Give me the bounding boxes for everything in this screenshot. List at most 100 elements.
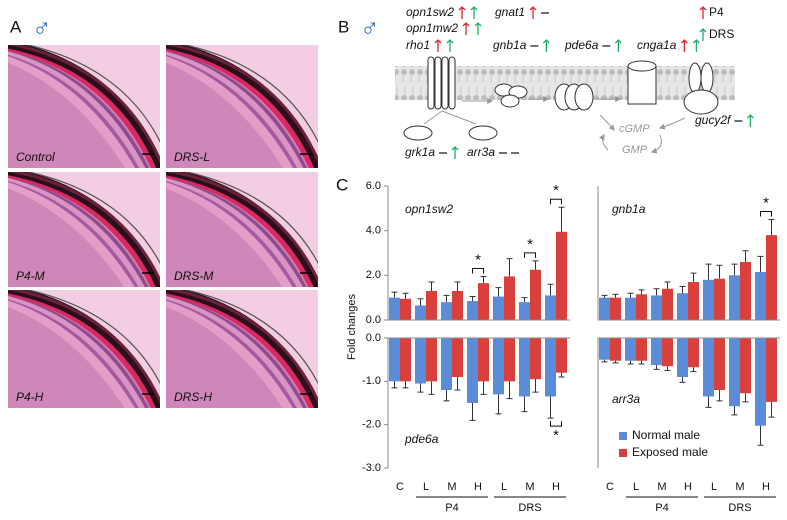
- bar: [703, 338, 714, 397]
- bar: [530, 269, 541, 320]
- panel-label: B: [338, 17, 349, 36]
- x-tick-label: C: [396, 481, 404, 493]
- y-tick-label: 0.0: [366, 332, 381, 344]
- error-bar: [428, 281, 435, 291]
- bar: [545, 338, 556, 397]
- image-content: [8, 45, 160, 168]
- bar: [625, 297, 636, 320]
- bar: [478, 338, 489, 382]
- retina-layer: [166, 45, 318, 165]
- retina-layer: [8, 172, 149, 287]
- bar: [729, 275, 740, 320]
- error-bar: [653, 288, 660, 296]
- x-tick-label: H: [684, 481, 692, 493]
- error-bar: [521, 297, 528, 303]
- retina-layer: [8, 172, 160, 285]
- gene-label: grk1a: [405, 145, 435, 159]
- bar: [651, 338, 662, 366]
- legend-label: P4: [709, 5, 724, 19]
- bar: [493, 296, 504, 320]
- bar: [755, 271, 766, 320]
- retina-layer: [166, 173, 299, 287]
- y-tick-label: 2.0: [366, 269, 381, 281]
- drs-arrow: [614, 39, 622, 52]
- drs-arrow: [542, 39, 550, 52]
- legend-arrow: [699, 6, 707, 19]
- chart-title: arr3a: [612, 392, 640, 406]
- gene-label: pde6a: [564, 38, 599, 52]
- arrow-shape: [451, 146, 459, 159]
- x-tick-label: M: [447, 481, 456, 493]
- retina-layer: [8, 45, 160, 165]
- error-bar: [402, 292, 409, 299]
- bar: [740, 338, 751, 394]
- bar: [662, 338, 673, 367]
- error-bar: [664, 281, 671, 289]
- tissue-edge: [25, 290, 160, 385]
- error-bar: [443, 294, 450, 303]
- retina-layer: [8, 47, 142, 168]
- image-content: [166, 45, 318, 168]
- bar: [452, 338, 463, 377]
- error-bar: [664, 366, 671, 371]
- error-bar: [495, 394, 502, 415]
- male-symbol: ♂: [32, 13, 52, 43]
- error-bar: [638, 289, 645, 295]
- gene-label: arr3a: [467, 145, 495, 159]
- drs-arrow: [470, 6, 478, 19]
- p4-arrow: [680, 39, 688, 52]
- x-tick-label: M: [657, 481, 666, 493]
- image-label: DRS-L: [174, 150, 210, 164]
- histology-image: P4-M: [8, 172, 160, 287]
- x-tick-label: L: [633, 481, 639, 493]
- retina-layer: [166, 291, 300, 408]
- significance-bracket: [550, 421, 562, 427]
- significance-bracket: [472, 267, 484, 274]
- histology-image: DRS-H: [166, 290, 318, 408]
- significance-star: *: [553, 427, 559, 444]
- error-bar: [521, 396, 528, 413]
- histology-image: DRS-L: [166, 45, 318, 168]
- error-bar: [731, 406, 738, 416]
- bar: [452, 290, 463, 320]
- x-tick-label: L: [501, 481, 507, 493]
- error-bar: [601, 294, 608, 298]
- x-tick-label: L: [423, 481, 429, 493]
- bar: [400, 298, 411, 320]
- bar: [651, 295, 662, 320]
- error-bar: [690, 367, 697, 373]
- y-tick-label: 0.0: [366, 314, 381, 326]
- bar: [688, 338, 699, 368]
- gene-label: cnga1a: [637, 38, 677, 52]
- histology-image: Control: [8, 45, 160, 168]
- image-label: P4-H: [16, 390, 44, 404]
- error-bar: [558, 372, 565, 378]
- error-bar: [417, 298, 424, 306]
- image-label: DRS-M: [174, 269, 213, 283]
- bar: [636, 294, 647, 320]
- chart-title: pde6a: [404, 432, 439, 446]
- error-bar: [679, 286, 686, 294]
- drs-arrow: [474, 22, 482, 35]
- image-content: [8, 172, 160, 287]
- error-bar: [627, 292, 634, 298]
- panel-label: A: [10, 17, 22, 36]
- x-tick-label: M: [735, 481, 744, 493]
- bar: [677, 338, 688, 377]
- bar: [519, 338, 530, 397]
- bar: [729, 338, 740, 407]
- error-bar: [768, 219, 775, 236]
- group-label: P4: [445, 502, 458, 514]
- significance-bracket: [550, 198, 562, 205]
- error-bar: [391, 381, 398, 389]
- error-bar: [443, 390, 450, 402]
- error-bar: [506, 381, 513, 400]
- metabolite: cGMP: [619, 123, 650, 135]
- group-label: DRS: [518, 502, 541, 514]
- bar: [740, 261, 751, 320]
- tissue-edge: [24, 45, 160, 143]
- error-bar: [469, 296, 476, 302]
- gene-label: opn1mw2: [406, 21, 458, 35]
- error-bar: [480, 381, 487, 395]
- arrow-shape: [446, 39, 454, 52]
